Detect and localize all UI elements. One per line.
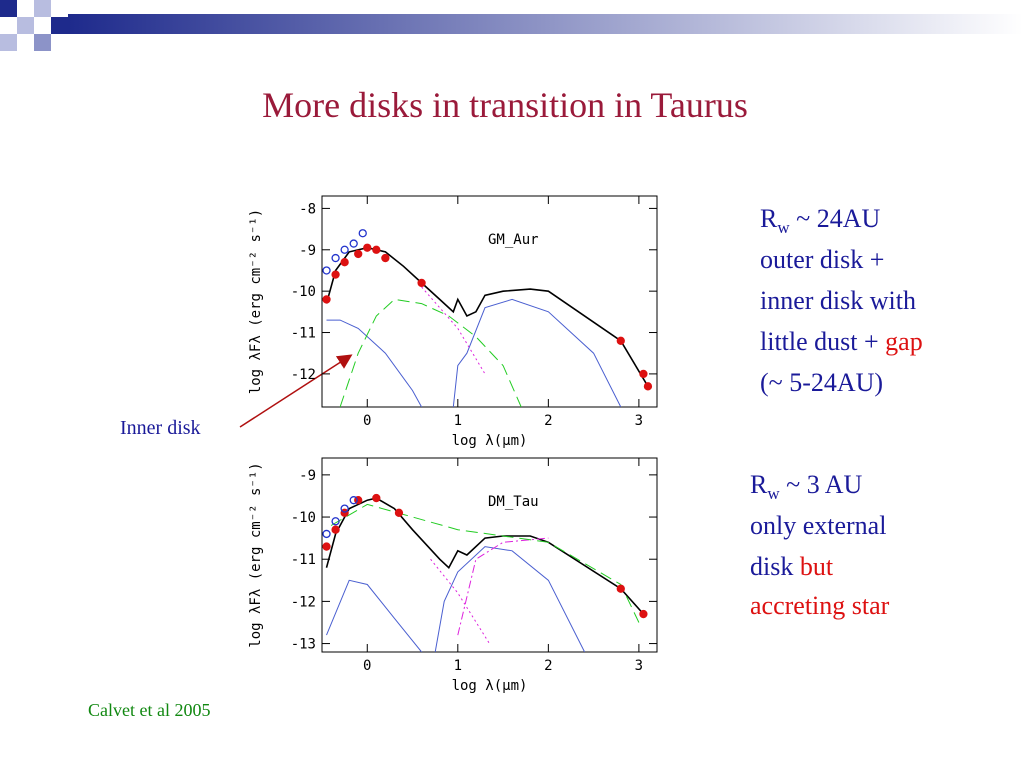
y-tick-label: -12 [291, 367, 316, 383]
note-subscript: w [777, 218, 790, 237]
x-tick-label: 2 [544, 413, 552, 429]
data-point [394, 508, 404, 517]
note-subscript: w [767, 484, 780, 503]
x-tick-label: 1 [454, 658, 462, 674]
note-line: only external [750, 511, 886, 540]
x-tick-label: 1 [454, 413, 462, 429]
note-line: accreting star [750, 591, 890, 620]
y-tick-label: -10 [291, 284, 316, 300]
note-text: little dust + [760, 327, 885, 356]
data-point [322, 529, 331, 539]
data-point [331, 525, 340, 534]
note-text: ~ 24AU [790, 204, 881, 233]
model-curve [326, 319, 423, 407]
data-point [639, 369, 648, 379]
data-point [639, 609, 648, 619]
note-text: ~ 3 AU [780, 470, 863, 499]
annotation-arrow [239, 354, 353, 428]
y-tick-label: -11 [291, 326, 316, 342]
data-point [322, 542, 331, 551]
data-point [372, 493, 381, 503]
data-point [372, 245, 381, 254]
data-point [417, 278, 426, 288]
chart-label: GM_Aur [488, 232, 539, 248]
note-line: inner disk with [760, 286, 916, 315]
model-curve [457, 537, 549, 636]
y-axis-label: log λFλ (erg cm⁻² s⁻¹) [248, 209, 264, 394]
x-tick-label: 2 [544, 658, 552, 674]
note-line: outer disk + [760, 245, 884, 274]
model-curve [330, 503, 640, 623]
data-point [331, 253, 340, 263]
y-tick-label: -11 [291, 552, 316, 568]
data-point [322, 295, 331, 304]
data-point [616, 584, 625, 593]
data-point [358, 229, 367, 238]
x-axis-label: log λ(μm) [452, 433, 528, 449]
note-text: disk [750, 552, 800, 581]
y-tick-label: -9 [299, 243, 316, 259]
note-line: (~ 5-24AU) [760, 368, 883, 397]
x-tick-label: 0 [363, 413, 371, 429]
note-line: little dust + gap [760, 327, 923, 356]
note-highlight: gap [885, 327, 923, 356]
model-curve [421, 286, 486, 375]
data-point [349, 239, 358, 248]
data-point [354, 249, 363, 259]
citation: Calvet et al 2005 [88, 700, 210, 720]
note-1: Rw ~ 24AU outer disk + inner disk with l… [760, 204, 923, 397]
model-curve [339, 298, 522, 407]
note-text: R [750, 470, 768, 499]
data-point [331, 517, 340, 526]
x-tick-label: 0 [363, 658, 371, 674]
data-point [349, 496, 358, 505]
model-curve [434, 546, 586, 652]
data-point [340, 245, 349, 254]
chart: 0 1 2 3 -13 -12 -11 -10 -9 log λ(μm) log λFλ (erg … [248, 457, 658, 694]
data-point [381, 253, 390, 263]
x-tick-label: 3 [635, 413, 643, 429]
y-tick-label: -13 [291, 637, 316, 653]
y-tick-label: -9 [299, 468, 316, 484]
note-text: R [760, 204, 778, 233]
header-decoration [0, 0, 1023, 51]
data-point [643, 382, 653, 391]
x-axis-label: log λ(μm) [452, 678, 528, 694]
y-tick-label: -8 [299, 201, 316, 217]
annotation: Inner disk [120, 417, 201, 439]
note-highlight: but [800, 552, 834, 581]
data-point [340, 504, 349, 513]
y-tick-label: -12 [291, 594, 316, 610]
model-curve [452, 298, 622, 407]
model-curve [325, 497, 644, 615]
plot-frame [321, 195, 658, 408]
plot-frame [321, 457, 658, 653]
slide-title: More disks in transition in Taurus [262, 85, 748, 125]
note-line: Rw ~ 3 AU [750, 470, 863, 503]
note-2: Rw ~ 3 AU only external disk but accreti… [750, 470, 890, 620]
data-point [363, 243, 372, 252]
chart: 0 1 2 3 -12 -11 -10 -9 -8 log λ(μm) log λFλ (erg c… [248, 195, 658, 449]
plot-area [322, 229, 653, 407]
x-tick-label: 3 [635, 658, 643, 674]
chart-label: DM_Tau [488, 494, 539, 510]
data-point [322, 266, 331, 275]
y-tick-label: -10 [291, 510, 316, 526]
data-point [340, 258, 349, 267]
model-curve [326, 579, 422, 652]
y-axis-label: log λFλ (erg cm⁻² s⁻¹) [248, 462, 264, 647]
data-point [331, 270, 340, 279]
plot-area [322, 493, 648, 652]
note-line: disk but [750, 552, 834, 581]
note-line: Rw ~ 24AU [760, 204, 880, 237]
data-point [616, 336, 625, 345]
